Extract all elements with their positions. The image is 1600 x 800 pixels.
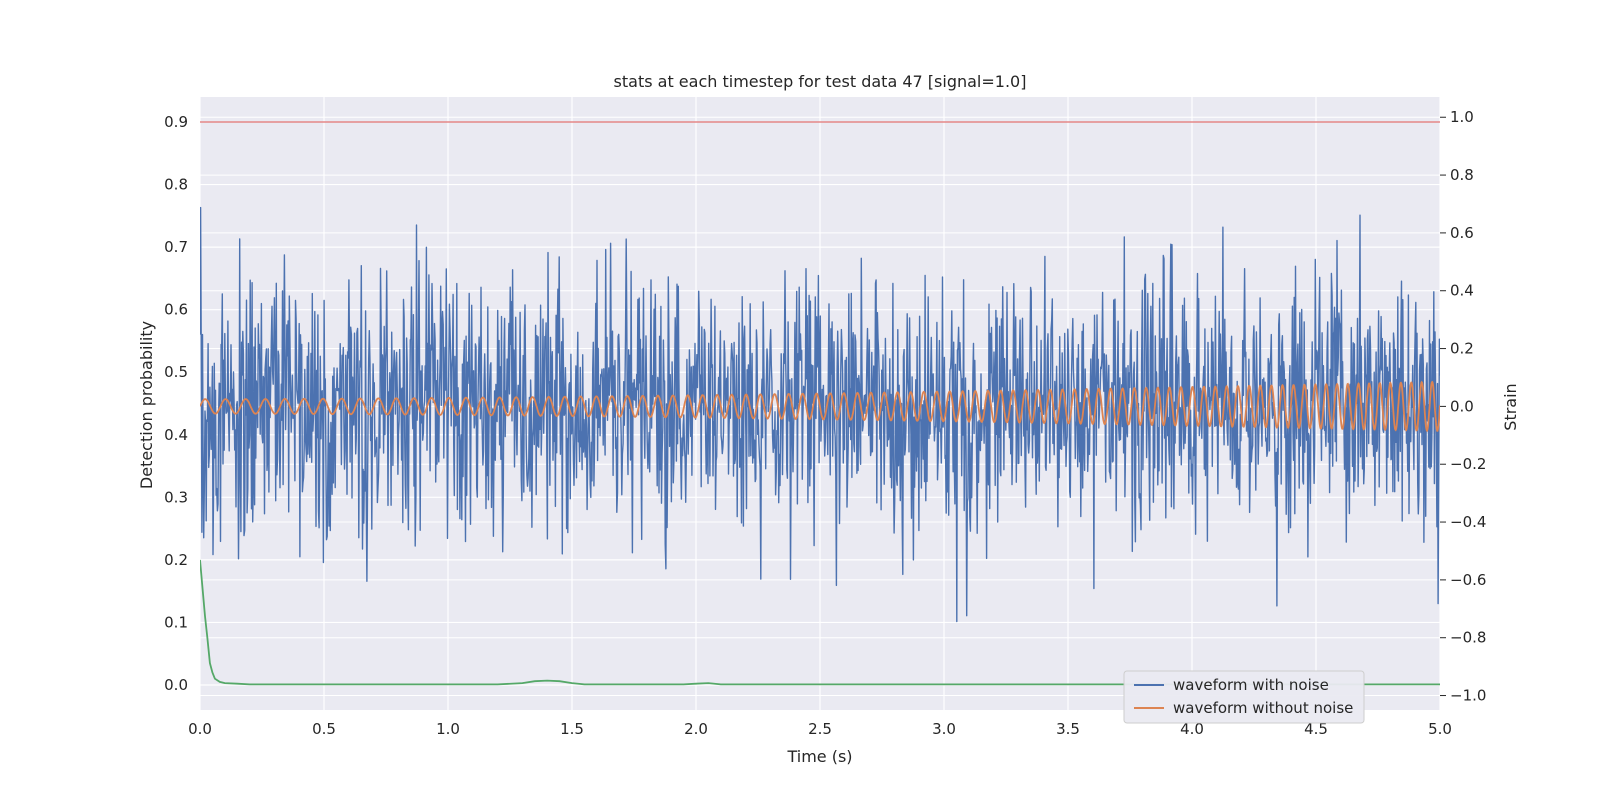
probability-line xyxy=(200,559,1440,686)
series-waveform-with-noise xyxy=(200,206,1440,623)
y2-tick-label: 0.8 xyxy=(1450,166,1474,184)
y2-tick-label: 1.0 xyxy=(1450,108,1474,126)
y2-tick-label: −0.4 xyxy=(1450,513,1486,531)
y-tick-label: 0.3 xyxy=(164,488,188,506)
x-tick-label: 2.5 xyxy=(808,720,832,738)
y-tick-label: 0.0 xyxy=(164,676,188,694)
x-tick-label: 4.0 xyxy=(1180,720,1204,738)
x-axis-label: Time (s) xyxy=(786,747,852,766)
x-tick-label: 5.0 xyxy=(1428,720,1452,738)
legend-label-clean: waveform without noise xyxy=(1173,699,1353,717)
clean-line xyxy=(200,380,1440,433)
y-tick-label: 0.9 xyxy=(164,113,188,131)
x-tick-label: 4.5 xyxy=(1304,720,1328,738)
series-waveform-without-noise xyxy=(200,380,1440,433)
legend-label-noise: waveform with noise xyxy=(1173,676,1329,694)
legend-box xyxy=(1123,670,1365,724)
y2-tick-label: −0.8 xyxy=(1450,629,1486,647)
y-tick-label: 0.6 xyxy=(164,301,188,319)
y2-axis-label: Strain xyxy=(1501,383,1520,430)
x-tick-label: 3.0 xyxy=(932,720,956,738)
y2-tick-label: 0.6 xyxy=(1450,224,1474,242)
y-axis-ticks: 0.0 0.1 0.2 0.3 0.4 0.5 0.6 0.7 0.8 0.9 xyxy=(164,113,188,694)
x-tick-label: 1.5 xyxy=(560,720,584,738)
y2-tick-label: 0.4 xyxy=(1450,282,1474,300)
legend: waveform with noise waveform without noi… xyxy=(1123,670,1365,724)
y2-tick-label: 0.0 xyxy=(1450,397,1474,415)
y2-tick-label: 0.2 xyxy=(1450,340,1474,358)
chart-title: stats at each timestep for test data 47 … xyxy=(614,72,1027,91)
y2-tick-label: −1.0 xyxy=(1450,687,1486,705)
x-tick-label: 3.5 xyxy=(1056,720,1080,738)
y-tick-label: 0.1 xyxy=(164,613,188,631)
y-axis-label: Detection probability xyxy=(137,321,156,489)
x-tick-label: 0.0 xyxy=(188,720,212,738)
x-tick-label: 1.0 xyxy=(436,720,460,738)
series-detection-probability xyxy=(200,559,1440,686)
x-tick-label: 0.5 xyxy=(312,720,336,738)
y-tick-label: 0.8 xyxy=(164,176,188,194)
y2-tick-label: −0.2 xyxy=(1450,455,1486,473)
y2-axis-ticks: 1.0 0.8 0.6 0.4 0.2 0.0 −0.2 −0.4 −0.6 −0.8 −1.0 xyxy=(1440,108,1486,705)
x-axis-ticks: 0.0 0.5 1.0 1.5 2.0 2.5 3.0 3.5 4.0 4.5 5.0 xyxy=(188,720,1452,738)
y-tick-label: 0.2 xyxy=(164,551,188,569)
y-tick-label: 0.4 xyxy=(164,426,188,444)
noise-line xyxy=(200,206,1440,623)
y2-tick-label: −0.6 xyxy=(1450,571,1486,589)
y-tick-label: 0.5 xyxy=(164,363,188,381)
x-tick-label: 2.0 xyxy=(684,720,708,738)
y-tick-label: 0.7 xyxy=(164,238,188,256)
